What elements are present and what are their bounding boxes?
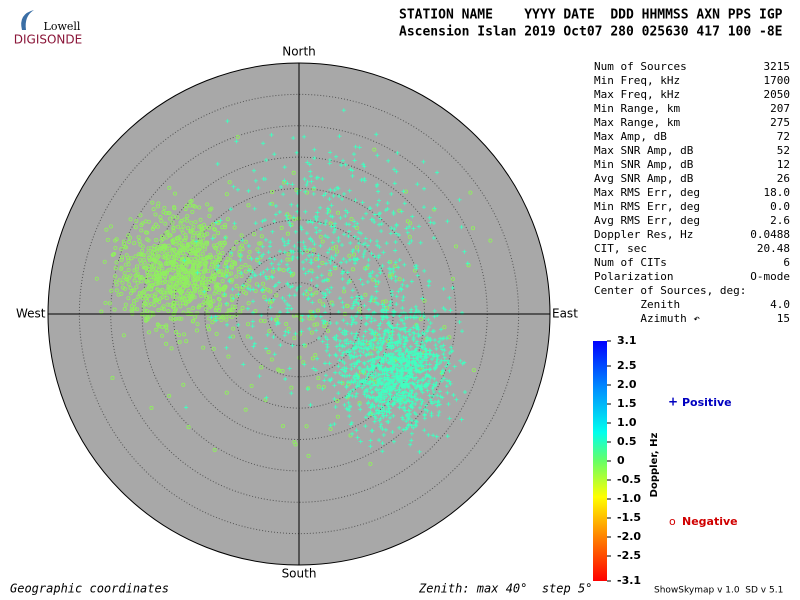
colorbar-label: -3.1 (617, 574, 641, 587)
colorbar-label: -2.5 (617, 549, 641, 562)
positive-sources (182, 108, 470, 454)
colorbar-label: -0.5 (617, 473, 641, 486)
stat-value: 20.48 (757, 242, 790, 255)
header-line1: STATION NAME YYYY DATE DDD HHMMSS AXN PP… (399, 8, 783, 23)
colorbar-label: 0.5 (617, 435, 637, 448)
west-label: West (16, 307, 46, 321)
negative-label: Negative (682, 515, 738, 528)
stat-label: Min RMS Err, deg (594, 200, 700, 213)
colorbar-label: -1.5 (617, 511, 641, 524)
stat-value: 52 (777, 144, 790, 157)
north-label: North (282, 45, 316, 59)
footer-right: ShowSkymap v 1.0 SD v 5.1 (654, 586, 783, 596)
footer-middle: Zenith: max 40° step 5° (418, 582, 592, 596)
negative-symbol: o (669, 515, 676, 528)
stat-label: Max RMS Err, deg (594, 186, 700, 199)
colorbar-label: 1.0 (617, 416, 637, 429)
negative-sources (94, 134, 493, 466)
stat-label: Num of CITs (594, 256, 667, 269)
colorbar-title: Doppler, Hz (649, 433, 660, 498)
stat-label: Max Freq, kHz (594, 88, 680, 101)
stat-value: 6 (783, 256, 790, 269)
colorbar-label: 1.5 (617, 397, 637, 410)
stat-value: 2050 (764, 88, 791, 101)
stat-value: 18.0 (764, 186, 791, 199)
stat-label: Min SNR Amp, dB (594, 158, 694, 171)
colorbar-labels: 3.1 2.5 2.0 1.5 1.0 0.5 0 -0.5 -1.0 -1.5 -2.0 -2.5 -… (607, 334, 641, 587)
stat-label: Min Range, km (594, 102, 680, 115)
stat-value: 207 (770, 102, 790, 115)
colorbar-label: -2.0 (617, 530, 641, 543)
colorbar (593, 341, 607, 581)
logo-top: Lowell (44, 20, 81, 33)
stat-value: 275 (770, 116, 790, 129)
east-label: East (552, 307, 578, 321)
colorbar-label: -1.0 (617, 492, 641, 505)
stat-label: Min Freq, kHz (594, 74, 680, 87)
stat-value: 12 (777, 158, 790, 171)
header-line2: Ascension Islan 2019 Oct07 280 025630 41… (399, 25, 783, 40)
stat-value: 15 (777, 312, 790, 325)
stat-label: Center of Sources, deg: (594, 284, 746, 297)
south-label: South (282, 567, 317, 581)
stat-value: 0.0 (770, 200, 790, 213)
stat-value: 4.0 (770, 298, 790, 311)
stat-label: Avg SNR Amp, dB (594, 172, 694, 185)
stat-value: 72 (777, 130, 790, 143)
colorbar-label: 2.0 (617, 378, 637, 391)
stat-label: Num of Sources (594, 60, 687, 73)
stat-label: Max Range, km (594, 116, 680, 129)
stat-value: 2.6 (770, 214, 790, 227)
stat-value: 3215 (764, 60, 791, 73)
stat-value: 26 (777, 172, 790, 185)
logo-bottom: DIGISONDE (14, 33, 82, 47)
stat-label: Max Amp, dB (594, 130, 667, 143)
stat-label: Polarization (594, 270, 673, 283)
positive-label: Positive (682, 396, 732, 409)
stat-value: 0.0488 (750, 228, 790, 241)
logo: Lowell DIGISONDE (14, 10, 82, 47)
colorbar-label: 3.1 (617, 334, 637, 347)
stat-label: Max SNR Amp, dB (594, 144, 694, 157)
colorbar-label: 0 (617, 454, 625, 467)
colorbar-label: 2.5 (617, 359, 637, 372)
stat-label: Azimuth ↶ (594, 312, 700, 325)
stat-label: Zenith (594, 298, 680, 311)
stat-value: 1700 (764, 74, 791, 87)
positive-symbol: + (668, 395, 678, 409)
footer-left: Geographic coordinates (10, 582, 169, 596)
stat-label: Avg RMS Err, deg (594, 214, 700, 227)
stat-value: O-mode (750, 270, 790, 283)
stat-label: Doppler Res, Hz (594, 228, 693, 241)
stats-table: Num of Sources 3215 Min Freq, kHz 1700 Max F… (594, 60, 790, 325)
stat-label: CIT, sec (594, 242, 647, 255)
sources (94, 108, 493, 466)
